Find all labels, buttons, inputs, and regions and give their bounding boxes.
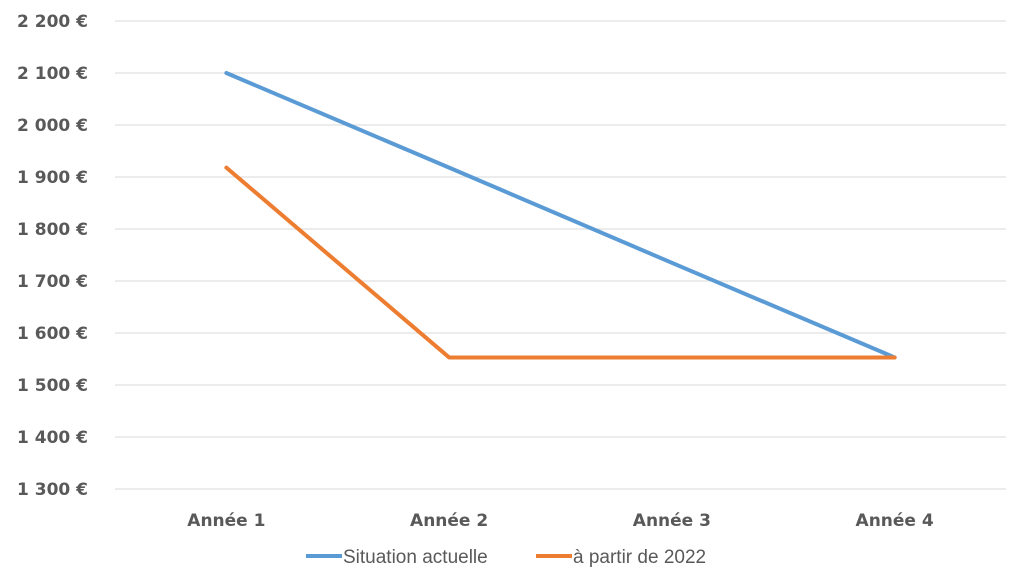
- y-tick-label: 1 700 €: [17, 272, 88, 292]
- series-line-2: [224, 165, 897, 360]
- x-tick-label: Année 1: [187, 511, 265, 531]
- y-tick-label: 2 200 €: [17, 12, 88, 32]
- series-line-1: [224, 71, 897, 360]
- y-tick-label: 1 300 €: [17, 480, 88, 500]
- y-tick-label: 1 500 €: [17, 376, 88, 396]
- y-axis-ticks: 1 300 € 1 400 € 1 500 € 1 600 € 1 700 € 1 800…: [17, 12, 88, 500]
- y-tick-label: 1 900 €: [17, 168, 88, 188]
- gridlines: [115, 20, 1006, 490]
- y-tick-label: 1 600 €: [17, 324, 88, 344]
- legend-label-2: à partir de 2022: [573, 547, 706, 568]
- legend: Situation actuelle à partir de 2022: [306, 547, 706, 568]
- y-tick-label: 2 000 €: [17, 116, 88, 136]
- y-tick-label: 1 400 €: [17, 428, 88, 448]
- x-tick-label: Année 3: [633, 511, 711, 531]
- y-tick-label: 1 800 €: [17, 220, 88, 240]
- series-lines: [224, 71, 897, 360]
- x-tick-label: Année 4: [856, 511, 934, 531]
- y-tick-label: 2 100 €: [17, 64, 88, 84]
- legend-label-1: Situation actuelle: [343, 547, 488, 568]
- x-tick-label: Année 2: [410, 511, 488, 531]
- x-axis-ticks: Année 1 Année 2 Année 3 Année 4: [187, 511, 934, 531]
